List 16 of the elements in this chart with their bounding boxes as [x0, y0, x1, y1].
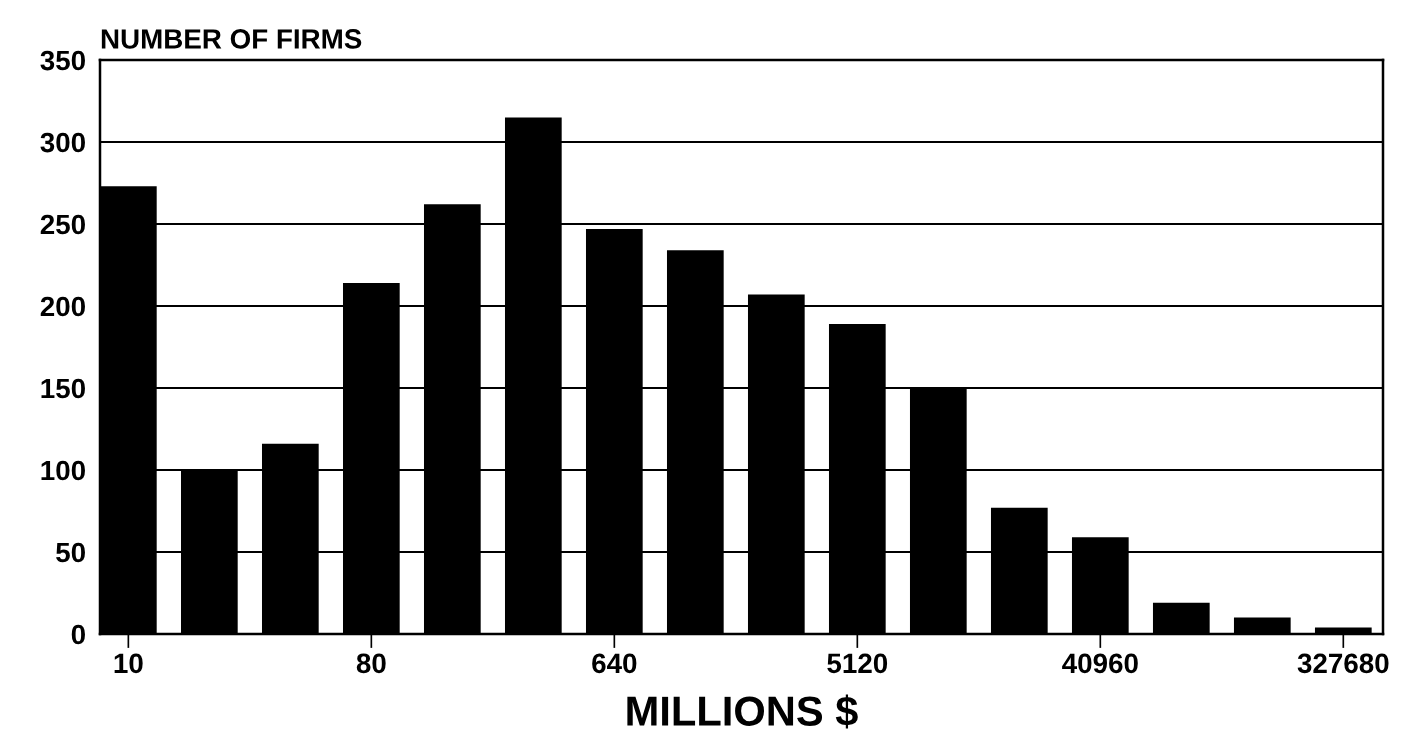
y-tick-label: 150: [41, 378, 85, 399]
y-tick-label: 350: [40, 50, 85, 71]
y-tick-label: 100: [41, 460, 85, 481]
x-tick-label: 327680: [1297, 653, 1389, 674]
x-tick-label: 640: [592, 653, 637, 674]
y-tick-label: 0: [71, 624, 85, 645]
y-tick-label: 200: [40, 296, 85, 317]
x-tick-label: 80: [356, 653, 386, 674]
y-axis-title: NUMBER OF FIRMS: [101, 29, 362, 49]
x-axis-title: MILLIONS $: [627, 694, 858, 729]
y-tick-label: 300: [40, 132, 85, 153]
x-tick-label: 5120: [827, 653, 888, 674]
y-tick-label: 50: [56, 542, 85, 563]
x-tick-label: 10: [114, 653, 143, 674]
y-tick-label: 250: [40, 214, 85, 235]
x-tick-label: 40960: [1062, 653, 1138, 674]
